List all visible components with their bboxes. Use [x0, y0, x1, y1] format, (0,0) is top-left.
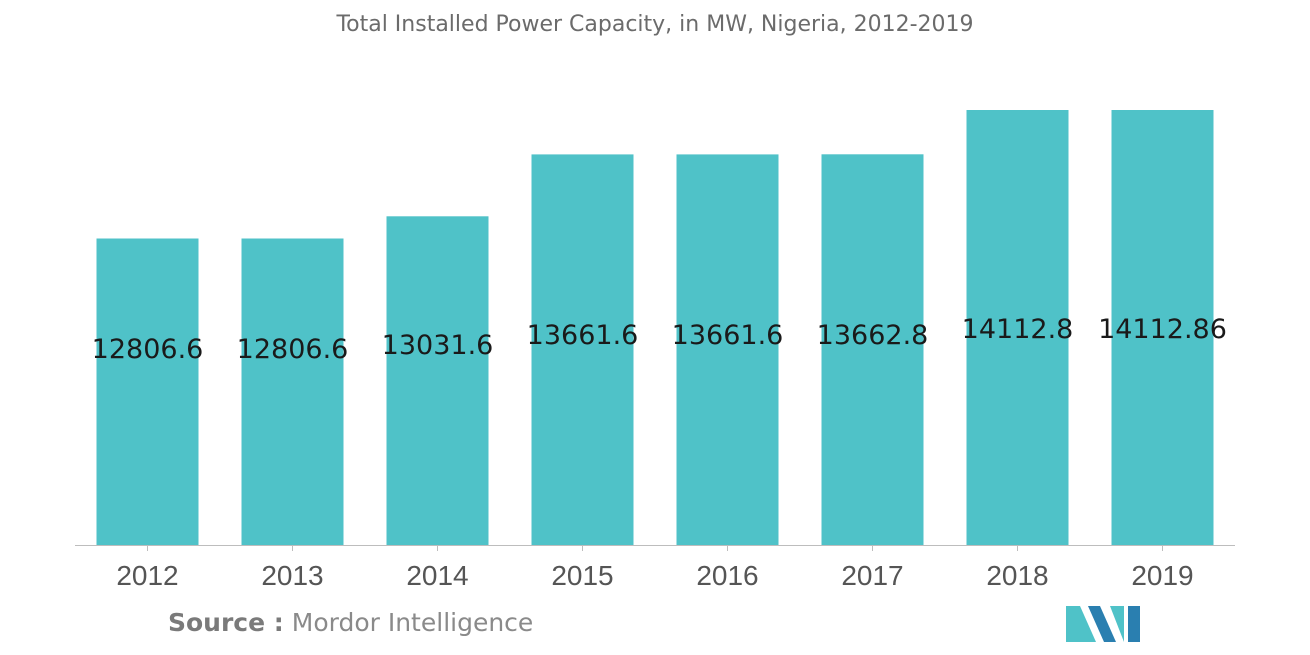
bars-layer	[96, 110, 1214, 546]
x-tick-label: 2012	[116, 560, 178, 591]
x-tick-label: 2015	[551, 560, 613, 591]
data-labels-layer: 12806.6 12806.6 13031.6 13661.6 13661.6 13662…	[92, 314, 1227, 365]
logo-shape-right	[1110, 606, 1124, 642]
data-label: 12806.6	[92, 334, 204, 365]
logo-shape-mid	[1088, 606, 1116, 642]
x-tick-label: 2013	[261, 560, 323, 591]
chart-title: Total Installed Power Capacity, in MW, N…	[336, 12, 974, 37]
logo-shape-left	[1066, 606, 1096, 642]
x-tick-label: 2016	[696, 560, 758, 591]
data-label: 14112.86	[1098, 314, 1227, 345]
bar-2018	[966, 110, 1069, 545]
bar-2019	[1111, 110, 1214, 545]
x-tick-label: 2017	[841, 560, 903, 591]
source-note: Source : Mordor Intelligence	[168, 608, 533, 637]
logo-shape-far-right	[1128, 606, 1140, 642]
source-text: Mordor Intelligence	[291, 608, 534, 637]
bar-chart: 2012 2013 2014 2015 2016 2017 2018 2019 12806.6…	[75, 110, 1235, 591]
bar-2013	[241, 238, 344, 545]
bar-2017	[821, 154, 924, 546]
x-tick-label: 2018	[986, 560, 1048, 591]
data-label: 13661.6	[672, 320, 784, 351]
data-label: 13662.8	[817, 320, 929, 351]
data-label: 14112.8	[962, 314, 1074, 345]
ticks-layer: 2012 2013 2014 2015 2016 2017 2018 2019	[116, 545, 1194, 591]
x-tick-label: 2014	[406, 560, 468, 591]
bar-2015	[531, 154, 634, 545]
mordor-intelligence-logo-icon	[1066, 606, 1140, 642]
x-tick-label: 2019	[1131, 560, 1193, 591]
source-label: Source :	[168, 608, 284, 637]
bar-2014	[386, 216, 489, 546]
data-label: 12806.6	[237, 334, 349, 365]
data-label: 13031.6	[382, 330, 494, 361]
data-label: 13661.6	[527, 320, 639, 351]
bar-2012	[96, 238, 199, 545]
bar-2016	[676, 154, 779, 545]
